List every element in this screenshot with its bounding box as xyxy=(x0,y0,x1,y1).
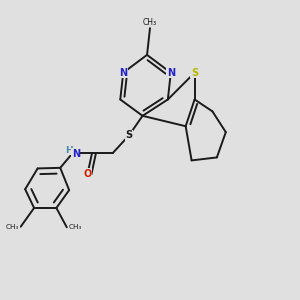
Text: O: O xyxy=(83,169,92,179)
Text: CH₃: CH₃ xyxy=(68,224,82,230)
Text: H: H xyxy=(65,146,73,154)
Text: S: S xyxy=(126,130,133,140)
Text: N: N xyxy=(119,68,127,78)
Text: CH₃: CH₃ xyxy=(143,18,157,27)
Text: CH₃: CH₃ xyxy=(6,224,19,230)
Text: N: N xyxy=(167,68,175,78)
Text: N: N xyxy=(72,148,80,159)
Text: S: S xyxy=(191,68,198,78)
